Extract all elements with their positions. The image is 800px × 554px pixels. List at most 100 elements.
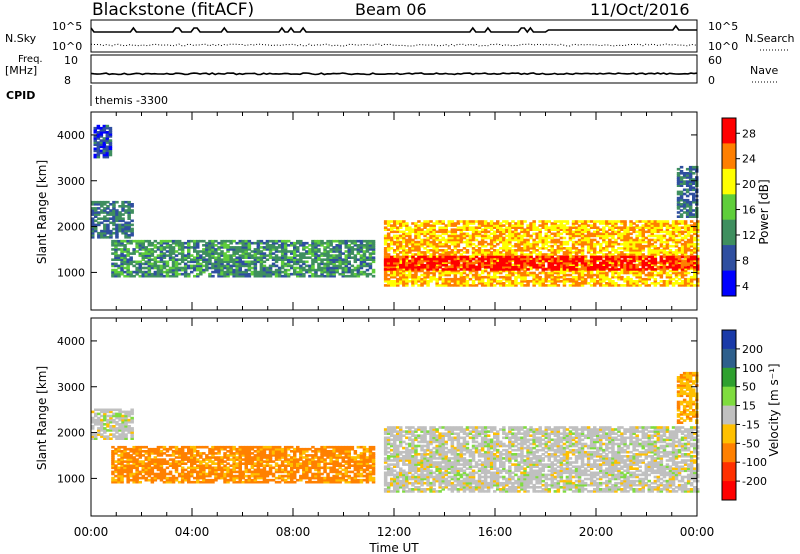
heatmap-cell — [411, 247, 415, 250]
heatmap-cell — [605, 242, 609, 246]
heatmap-cell — [586, 232, 591, 236]
heatmap-cell — [474, 273, 479, 277]
heatmap-cell — [653, 251, 658, 254]
heatmap-cell — [550, 240, 554, 244]
heatmap-cell — [438, 253, 442, 256]
heatmap-cell — [293, 246, 297, 249]
heatmap-cell — [323, 241, 327, 245]
heatmap-cell — [153, 244, 158, 247]
heatmap-cell — [496, 251, 500, 254]
heatmap-cell — [265, 268, 270, 272]
heatmap-cell — [265, 248, 270, 251]
heatmap-cell — [127, 229, 131, 233]
heatmap-cell — [541, 268, 545, 271]
heatmap-cell — [156, 266, 161, 270]
heatmap-cell — [127, 412, 131, 416]
heatmap-cell — [489, 263, 494, 267]
heatmap-cell — [432, 249, 436, 252]
heatmap-cell — [462, 271, 467, 275]
heatmap-cell — [168, 246, 173, 249]
heatmap-cell — [262, 248, 267, 251]
heatmap-cell — [359, 270, 364, 274]
heatmap-cell — [190, 260, 194, 264]
heatmap-cell — [629, 268, 633, 271]
heatmap-cell — [405, 244, 409, 248]
y-tick-label: 1000 — [57, 266, 85, 279]
heatmap-cell — [447, 271, 451, 275]
heatmap-cell — [502, 238, 506, 242]
heatmap-cell — [323, 266, 327, 270]
heatmap-cell — [650, 251, 654, 254]
heatmap-cell — [656, 261, 661, 264]
heatmap-cell — [662, 267, 667, 271]
heatmap-cell — [493, 259, 497, 263]
heatmap-cell — [674, 220, 679, 223]
heatmap-cell — [462, 266, 467, 269]
heatmap-cell — [477, 277, 482, 281]
heatmap-cell — [614, 249, 618, 252]
heatmap-cell — [399, 236, 403, 240]
heatmap-cell — [662, 251, 667, 254]
heatmap-cell — [499, 238, 503, 242]
heatmap-cell — [499, 224, 503, 227]
heatmap-cell — [468, 236, 473, 240]
heatmap-cell — [135, 466, 139, 470]
heatmap-cell — [538, 238, 542, 242]
heatmap-cell — [130, 205, 134, 208]
heatmap-cell — [399, 251, 403, 254]
heatmap-cell — [574, 253, 579, 256]
heatmap-cell — [538, 253, 542, 256]
heatmap-cell — [311, 272, 315, 276]
heatmap-cell — [486, 236, 491, 240]
heatmap-cell — [423, 222, 427, 225]
heatmap-cell — [135, 266, 139, 270]
heatmap-cell — [568, 228, 573, 231]
heatmap-cell — [290, 264, 294, 268]
heatmap-cell — [115, 427, 119, 430]
heatmap-cell — [396, 284, 400, 287]
heatmap-cell — [541, 265, 545, 269]
heatmap-cell — [94, 418, 98, 422]
heatmap-cell — [417, 220, 421, 223]
heatmap-cell — [529, 265, 533, 269]
heatmap-cell — [435, 230, 439, 234]
heatmap-cell — [538, 263, 542, 267]
heatmap-cell — [438, 284, 442, 287]
heatmap-cell — [103, 416, 107, 420]
heatmap-cell — [109, 414, 113, 418]
heatmap-cell — [489, 236, 494, 240]
heatmap-cell — [117, 254, 121, 257]
heatmap-cell — [435, 238, 439, 242]
heatmap-cell — [659, 230, 664, 234]
heatmap-cell — [553, 249, 558, 252]
heatmap-cell — [100, 209, 104, 212]
heatmap-cell — [647, 247, 651, 250]
heatmap-cell — [647, 226, 651, 229]
heatmap-cell — [620, 253, 624, 256]
heatmap-cell — [629, 226, 633, 229]
heatmap-cell — [611, 244, 615, 248]
heatmap-cell — [589, 220, 594, 223]
heatmap-cell — [583, 277, 588, 281]
heatmap-cell — [496, 263, 500, 267]
heatmap-cell — [505, 284, 509, 287]
heatmap-cell — [550, 226, 554, 229]
heatmap-cell — [459, 273, 464, 277]
heatmap-cell — [165, 262, 170, 266]
heatmap-cell — [317, 258, 321, 261]
heatmap-cell — [109, 410, 113, 414]
heatmap-cell — [132, 466, 136, 470]
heatmap-cell — [150, 264, 155, 268]
heatmap-cell — [596, 226, 600, 229]
heatmap-cell — [502, 255, 506, 258]
heatmap-cell — [150, 262, 155, 266]
heatmap-cell — [462, 220, 467, 223]
heatmap-cell — [682, 182, 687, 185]
heatmap-cell — [562, 230, 567, 234]
heatmap-cell — [359, 248, 364, 251]
heatmap-cell — [114, 478, 118, 482]
heatmap-cell — [459, 236, 464, 240]
heatmap-cell — [556, 251, 561, 254]
heatmap-cell — [341, 262, 345, 266]
heatmap-cell — [414, 234, 418, 238]
